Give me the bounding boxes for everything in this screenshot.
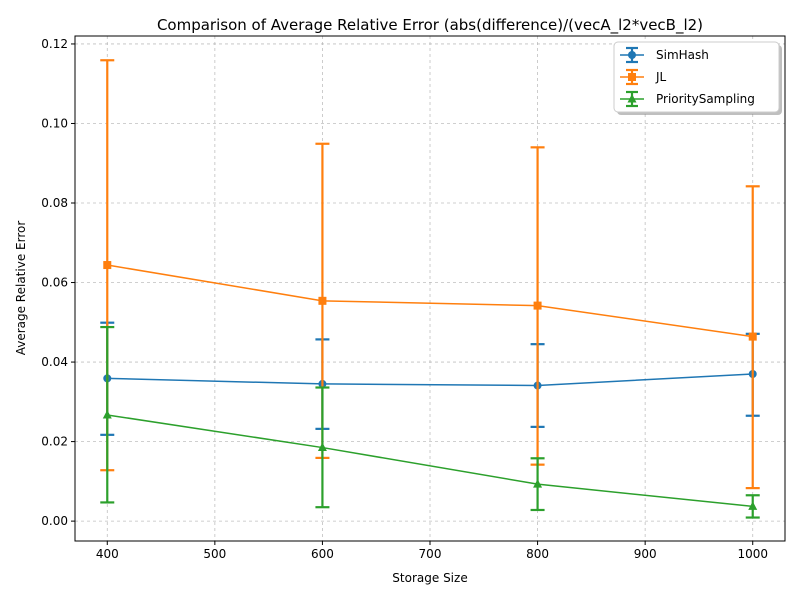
y-axis-label: Average Relative Error <box>14 221 28 356</box>
y-tick-label: 0.00 <box>41 514 68 528</box>
x-tick-label: 900 <box>634 547 657 561</box>
data-point <box>102 409 112 419</box>
x-tick-label: 600 <box>311 547 334 561</box>
legend-marker <box>627 94 637 103</box>
series-layer <box>100 59 760 519</box>
data-point <box>748 501 758 510</box>
data-point <box>103 261 112 270</box>
legend-marker <box>628 51 636 59</box>
data-point <box>533 479 543 488</box>
y-tick-label: 0.06 <box>41 276 68 290</box>
legend-marker <box>628 73 636 81</box>
x-tick-label: 1000 <box>737 547 768 561</box>
data-point <box>533 301 542 310</box>
legend-box <box>613 41 780 113</box>
data-point <box>318 296 327 305</box>
y-tick-label: 0.08 <box>41 196 68 210</box>
series-line <box>107 414 753 508</box>
legend-label: PrioritySampling <box>656 92 755 106</box>
chart-title: Comparison of Average Relative Error (ab… <box>157 16 703 35</box>
x-tick-label: 500 <box>203 547 226 561</box>
series-line <box>107 264 753 338</box>
x-axis-label: Storage Size <box>392 571 467 585</box>
y-tick-label: 0.04 <box>41 355 68 369</box>
y-tick-label: 0.10 <box>41 116 68 130</box>
x-tick-label: 400 <box>96 547 119 561</box>
legend: SimHash JL PrioritySampling <box>613 41 782 115</box>
x-tick-label: 700 <box>419 547 442 561</box>
data-point <box>317 442 327 452</box>
series-line <box>107 373 753 387</box>
y-tick-label: 0.12 <box>41 37 68 51</box>
ticks: 400 500 600 700 800 900 1000 0.00 0.02 0.04 0.06 0.… <box>41 37 768 561</box>
y-tick-label: 0.02 <box>41 435 68 449</box>
series-prioritysampling <box>100 325 760 519</box>
data-point <box>748 332 757 341</box>
x-tick-label: 800 <box>526 547 549 561</box>
legend-label: SimHash <box>656 48 709 62</box>
legend-label: JL <box>655 70 667 84</box>
